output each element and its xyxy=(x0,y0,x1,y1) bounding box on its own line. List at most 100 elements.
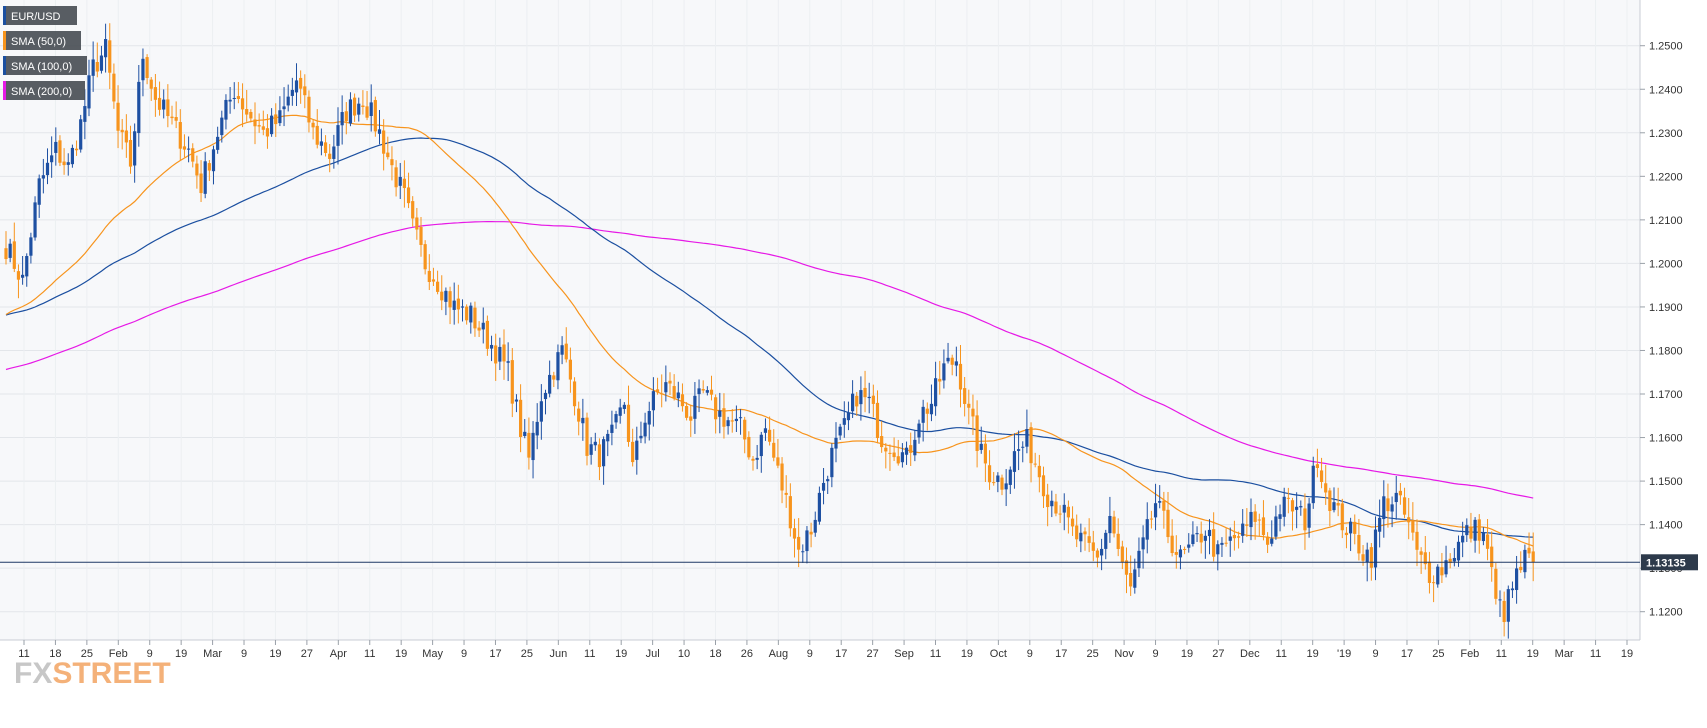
candle-body xyxy=(253,119,257,127)
candle-body xyxy=(1212,529,1216,557)
candle-body xyxy=(402,178,406,189)
candle-body xyxy=(245,108,249,115)
legend-item[interactable]: EUR/USD xyxy=(3,6,77,25)
candle-body xyxy=(489,344,494,349)
candle-body xyxy=(548,374,552,394)
candle-body xyxy=(1141,537,1145,550)
candle-body xyxy=(1452,557,1456,562)
time-tick-label: 11 xyxy=(18,648,29,660)
candle-body xyxy=(1257,519,1261,521)
candle-body xyxy=(162,99,166,110)
candle-body xyxy=(353,97,357,116)
candle-body xyxy=(282,106,286,110)
candle-body xyxy=(377,129,382,134)
candle-body xyxy=(1087,536,1091,543)
time-tick-label: Dec xyxy=(1240,648,1260,660)
legend-item[interactable]: SMA (50,0) xyxy=(3,31,81,50)
legend: EUR/USD SMA (50,0) SMA (100,0) SMA (200,0) xyxy=(3,6,87,100)
candle-body xyxy=(265,128,270,137)
candle-body xyxy=(821,482,826,491)
candle-body xyxy=(45,162,50,176)
candle-body xyxy=(747,436,751,458)
candle-body xyxy=(124,130,128,143)
time-tick-label: 11 xyxy=(930,648,941,660)
candle-body xyxy=(99,55,104,71)
candle-body xyxy=(481,322,485,330)
legend-swatch xyxy=(3,56,6,75)
candle-body xyxy=(1066,506,1070,518)
candle-body xyxy=(1170,535,1174,554)
candle-body xyxy=(738,417,743,419)
candle-body xyxy=(880,436,884,448)
candle-body xyxy=(141,58,145,81)
candle-body xyxy=(1527,547,1531,554)
candle-body xyxy=(1187,544,1191,548)
candle-body xyxy=(1050,500,1054,507)
candle-body xyxy=(1394,492,1398,503)
candle-body xyxy=(1158,501,1162,503)
candle-body xyxy=(622,404,626,409)
time-axis: 11 18 25 Feb 9 19 Mar 9 19 27 Apr 11 19 May 9 17 25 Jun 11… xyxy=(0,639,1640,660)
candle-body xyxy=(851,393,855,412)
time-tick-label: Feb xyxy=(109,648,128,660)
candle-body xyxy=(1419,551,1423,555)
legend-swatch xyxy=(3,6,6,25)
time-tick-label: May xyxy=(422,648,443,660)
candle-body xyxy=(502,344,506,362)
candle-body xyxy=(307,96,311,123)
candle-body xyxy=(274,114,278,125)
candle-body xyxy=(1100,548,1104,556)
candle-body xyxy=(170,116,174,119)
candle-body xyxy=(1336,503,1340,506)
candle-body xyxy=(1282,496,1286,517)
candle-body xyxy=(195,163,199,176)
candle-body xyxy=(1183,548,1187,550)
candle-body xyxy=(315,125,319,145)
time-tick-label: 9 xyxy=(1027,648,1033,660)
candle-body xyxy=(448,291,452,308)
candle-body xyxy=(1112,516,1116,534)
time-tick-label: Jun xyxy=(549,648,567,660)
candle-body xyxy=(240,98,245,110)
candle-body xyxy=(477,327,481,331)
legend-label: SMA (200,0) xyxy=(11,86,72,98)
candle-body xyxy=(50,155,54,163)
candle-body xyxy=(369,102,373,116)
time-tick-label: 19 xyxy=(615,648,627,660)
candle-body xyxy=(41,175,45,179)
time-tick-label: 18 xyxy=(49,648,61,660)
time-tick-label: 19 xyxy=(1621,648,1633,660)
candle-body xyxy=(460,306,465,308)
candle-body xyxy=(672,386,676,399)
time-tick-label: Mar xyxy=(1555,648,1574,660)
candle-body xyxy=(776,457,780,466)
candle-body xyxy=(954,361,958,366)
candle-body xyxy=(801,551,805,553)
price-tick-label: 1.2000 xyxy=(1649,258,1683,270)
candle-body xyxy=(1402,497,1407,515)
legend-item[interactable]: SMA (200,0) xyxy=(3,81,85,100)
candle-body xyxy=(332,146,336,159)
candle-body xyxy=(1523,549,1527,573)
candle-body xyxy=(216,136,220,150)
candle-body xyxy=(1261,517,1266,536)
candle-body xyxy=(714,397,718,420)
candle-body xyxy=(128,139,133,167)
legend-item[interactable]: SMA (100,0) xyxy=(3,56,87,75)
candle-body xyxy=(921,406,925,423)
candle-body xyxy=(8,243,12,258)
candle-body xyxy=(1473,519,1477,541)
candle-body xyxy=(390,159,394,166)
candle-body xyxy=(826,479,830,482)
candle-body xyxy=(236,96,240,99)
legend-swatch xyxy=(3,81,6,100)
time-tick-label: 11 xyxy=(584,648,595,660)
candle-body xyxy=(900,452,904,463)
time-tick-label: 19 xyxy=(395,648,407,660)
candle-body xyxy=(74,148,79,151)
candle-body xyxy=(705,390,709,393)
time-tick-label: Mar xyxy=(203,648,222,660)
candle-body xyxy=(1241,523,1245,536)
candle-body xyxy=(929,403,934,415)
candle-body xyxy=(498,346,502,362)
